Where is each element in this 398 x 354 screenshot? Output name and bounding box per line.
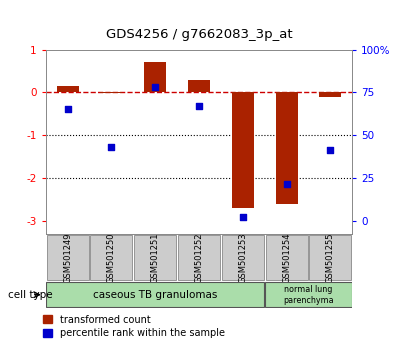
FancyBboxPatch shape <box>134 235 176 280</box>
Bar <box>320 92 341 97</box>
Text: GSM501251: GSM501251 <box>151 232 160 283</box>
FancyBboxPatch shape <box>309 235 351 280</box>
Bar <box>144 62 166 92</box>
Text: cell type: cell type <box>8 290 53 300</box>
Bar <box>101 92 123 93</box>
Text: GDS4256 / g7662083_3p_at: GDS4256 / g7662083_3p_at <box>106 28 292 41</box>
Bar <box>276 92 298 204</box>
Text: GSM501254: GSM501254 <box>282 232 291 283</box>
Text: normal lung
parenchyma: normal lung parenchyma <box>283 285 334 305</box>
FancyBboxPatch shape <box>265 235 308 280</box>
FancyBboxPatch shape <box>222 235 264 280</box>
Bar <box>188 80 210 92</box>
FancyBboxPatch shape <box>46 282 264 307</box>
Text: GSM501252: GSM501252 <box>195 232 203 283</box>
Bar <box>57 86 79 92</box>
Point <box>196 103 202 109</box>
Point <box>327 147 334 153</box>
FancyBboxPatch shape <box>265 282 352 307</box>
Text: GSM501249: GSM501249 <box>63 232 72 283</box>
Text: caseous TB granulomas: caseous TB granulomas <box>93 290 217 300</box>
Text: GSM501255: GSM501255 <box>326 232 335 283</box>
Text: GSM501250: GSM501250 <box>107 232 116 283</box>
FancyBboxPatch shape <box>47 235 89 280</box>
Bar <box>232 92 254 208</box>
Text: GSM501253: GSM501253 <box>238 232 247 283</box>
Point <box>108 144 115 150</box>
Point <box>283 182 290 187</box>
Point <box>240 214 246 219</box>
FancyBboxPatch shape <box>178 235 220 280</box>
Point <box>152 84 158 90</box>
Legend: transformed count, percentile rank within the sample: transformed count, percentile rank withi… <box>43 315 225 338</box>
FancyBboxPatch shape <box>90 235 133 280</box>
Point <box>64 106 71 112</box>
